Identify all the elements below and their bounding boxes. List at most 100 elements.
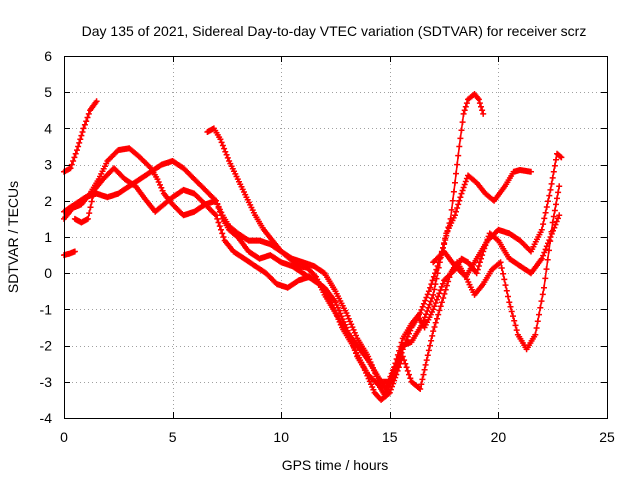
- data-point: [219, 230, 226, 237]
- data-point: [213, 197, 219, 204]
- data-point: [456, 143, 463, 150]
- data-point: [78, 132, 85, 139]
- data-point: [449, 197, 456, 204]
- data-point: [418, 381, 425, 388]
- data-point: [393, 371, 400, 378]
- data-point: [461, 107, 468, 114]
- data-point: [476, 259, 483, 266]
- data-point: [549, 174, 556, 181]
- data-point: [351, 329, 358, 336]
- data-point: [392, 374, 399, 381]
- data-point: [384, 379, 391, 386]
- data-point: [432, 270, 439, 277]
- data-point: [360, 364, 367, 371]
- data-point: [502, 282, 509, 289]
- data-point: [389, 367, 396, 374]
- data-point: [542, 246, 549, 253]
- data-point: [419, 303, 426, 310]
- data-point: [383, 382, 390, 389]
- data-point: [497, 259, 504, 266]
- data-point: [447, 215, 454, 222]
- data-point: [475, 96, 482, 103]
- series-arc-f: [204, 91, 487, 392]
- data-point: [424, 352, 431, 359]
- data-point: [433, 296, 440, 303]
- data-point: [347, 318, 353, 325]
- data-point: [417, 386, 424, 392]
- data-point: [478, 103, 484, 110]
- data-point: [387, 373, 394, 380]
- data-point: [505, 293, 511, 300]
- data-point: [510, 313, 516, 320]
- data-point: [452, 179, 458, 186]
- data-point: [386, 389, 393, 396]
- data-point: [76, 139, 83, 146]
- series-arc-b: [61, 248, 78, 259]
- data-point: [544, 256, 551, 263]
- data-point: [80, 125, 87, 132]
- data-point: [71, 154, 78, 161]
- data-point: [532, 331, 539, 338]
- data-point: [71, 248, 78, 255]
- data-point: [533, 325, 540, 331]
- y-tick-label: 6: [44, 48, 52, 64]
- data-point: [506, 299, 513, 306]
- data-point: [459, 187, 466, 194]
- data-point: [218, 139, 225, 146]
- data-point: [425, 304, 432, 311]
- data-point: [446, 220, 453, 227]
- data-point: [438, 283, 445, 290]
- data-point: [540, 221, 547, 228]
- data-point: [393, 356, 400, 362]
- data-point: [452, 212, 458, 219]
- data-point: [397, 343, 404, 350]
- data-point: [88, 198, 95, 205]
- data-point: [211, 211, 218, 218]
- data-point: [538, 226, 545, 233]
- y-tick-label: -3: [40, 374, 53, 390]
- data-point: [446, 274, 453, 281]
- data-point: [429, 332, 436, 339]
- data-point: [450, 188, 457, 195]
- data-point: [558, 154, 565, 161]
- data-point: [418, 306, 425, 313]
- data-point: [553, 218, 560, 225]
- data-point: [392, 360, 399, 367]
- data-point: [431, 303, 438, 310]
- data-point: [553, 156, 559, 163]
- data-point: [551, 207, 558, 214]
- data-point: [536, 311, 542, 318]
- data-point: [401, 357, 408, 364]
- y-axis-label: SDTVAR / TECUs: [5, 181, 21, 293]
- data-point: [442, 237, 449, 243]
- data-point: [422, 297, 429, 304]
- data-point: [541, 215, 548, 222]
- data-point: [460, 184, 467, 191]
- data-point: [427, 284, 434, 291]
- data-point: [429, 277, 436, 284]
- data-point: [438, 299, 445, 306]
- data-point: [454, 161, 461, 168]
- data-point: [441, 290, 448, 297]
- data-point: [404, 367, 411, 374]
- data-point: [479, 107, 486, 114]
- x-tick-label: 5: [169, 429, 177, 445]
- data-point: [417, 310, 424, 316]
- x-axis-label: GPS time / hours: [282, 457, 389, 473]
- data-point: [79, 129, 86, 135]
- data-point: [554, 195, 560, 202]
- data-point: [84, 114, 91, 121]
- data-point: [458, 190, 465, 197]
- data-point: [459, 119, 466, 126]
- data-point: [350, 326, 357, 333]
- data-point: [388, 370, 395, 377]
- data-point: [512, 322, 519, 329]
- data-point: [430, 291, 437, 298]
- data-point: [213, 212, 219, 219]
- data-point: [534, 318, 541, 325]
- y-tick-label: 3: [44, 157, 52, 173]
- data-point: [224, 154, 231, 161]
- data-point: [547, 186, 554, 193]
- data-point: [364, 372, 371, 379]
- data-point: [87, 204, 94, 211]
